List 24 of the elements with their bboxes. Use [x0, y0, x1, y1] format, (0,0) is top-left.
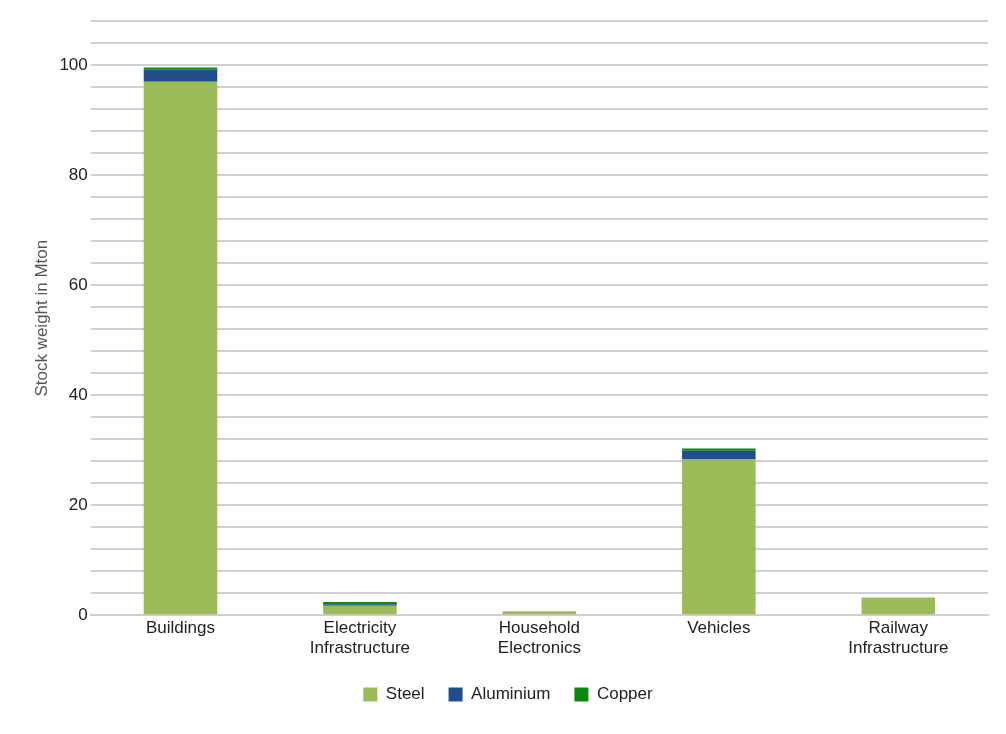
bar	[143, 69, 218, 82]
x-tick-label: Railway Infrastructure	[848, 618, 949, 658]
x-tick-label: Buildings	[145, 618, 215, 638]
x-tick-label: Vehicles	[687, 618, 751, 638]
bar	[143, 81, 218, 615]
y-tick-label: 40	[68, 384, 88, 404]
bar	[682, 459, 756, 615]
y-tick-label: 20	[68, 494, 88, 514]
y-tick-label: 0	[78, 604, 88, 624]
legend-label: Steel	[385, 684, 425, 704]
bar	[861, 597, 936, 615]
bar	[502, 611, 577, 615]
bar	[323, 605, 397, 615]
y-tick-label: 100	[59, 54, 88, 74]
bar	[682, 450, 756, 459]
y-axis-title: Stock weight in Mton	[31, 239, 51, 397]
x-tick-label: Electricity Infrastructure	[309, 618, 411, 658]
bar	[143, 67, 218, 70]
y-tick-label: 80	[68, 164, 88, 184]
legend-label: Aluminium	[471, 684, 551, 704]
bar	[682, 448, 756, 451]
y-tick-label: 60	[68, 274, 88, 294]
legend-label: Copper	[596, 684, 654, 704]
x-tick-label: Household Electronics	[497, 618, 581, 658]
